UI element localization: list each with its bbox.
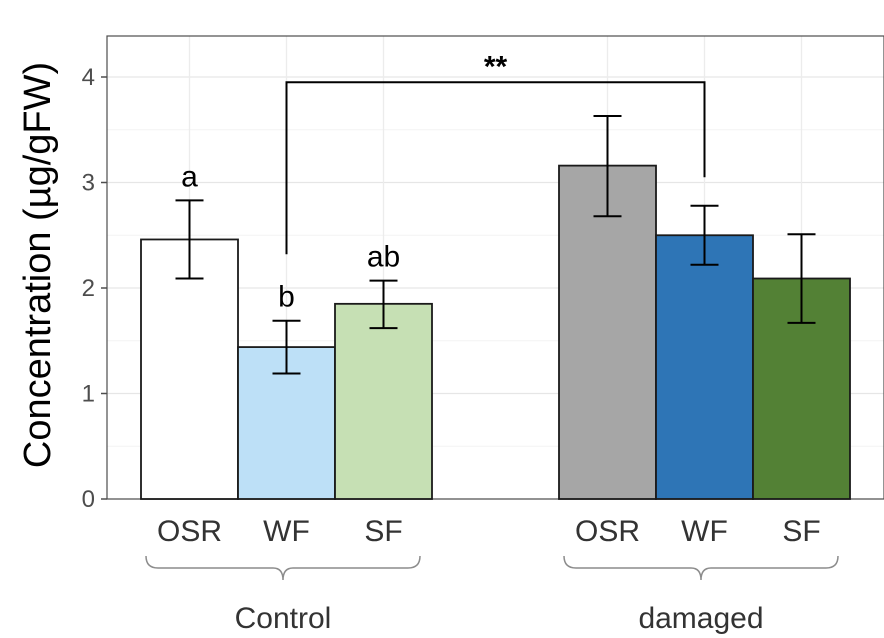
significance-letter: ab [367,241,400,274]
x-axis: OSR WF SF Control OSR WF SF damaged [145,515,839,635]
bar-damaged-wf [655,234,754,500]
bar-control-osr [140,238,239,500]
y-tick-label: 1 [82,381,95,408]
group-label-damaged: damaged [638,602,763,635]
x-tick-label: OSR [575,515,640,548]
significance-bracket: ** [285,50,706,255]
error-bars-layer [175,115,816,375]
panel-border [106,35,884,500]
y-tick-label: 0 [82,486,95,513]
bar-damaged-osr [558,164,657,500]
significance-bracket-line [285,81,706,255]
group-label-control: Control [235,602,332,635]
x-tick-label: WF [263,515,310,548]
significance-letter: a [181,160,198,193]
group-brace [145,555,421,581]
y-tick-label: 3 [82,170,95,197]
group-brace [563,555,839,581]
x-tick-label: WF [681,515,728,548]
plot-panel [106,35,884,500]
significance-letter: b [278,281,295,314]
x-tick-label: OSR [157,515,222,548]
significance-stars: ** [484,50,508,83]
x-tick-label: SF [782,515,820,548]
x-tick-label: SF [364,515,402,548]
y-tick-label: 4 [82,64,95,91]
bar-control-sf [334,302,433,500]
y-axis: 0 1 2 3 4 [82,64,107,513]
y-axis-title: Concentration (µg/gFW) [17,62,59,468]
bars-layer [140,164,851,500]
y-tick-label: 2 [82,275,95,302]
